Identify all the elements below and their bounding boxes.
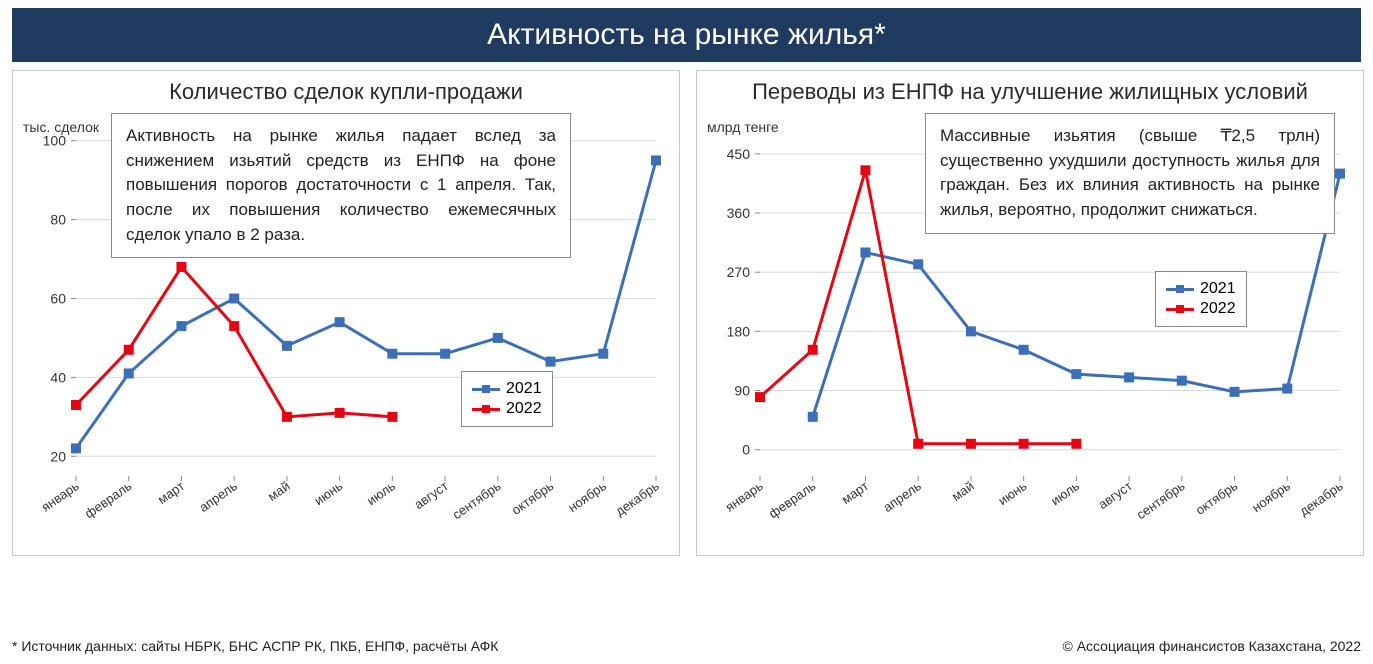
legend-label-2022: 2022 (506, 400, 542, 418)
chart-left-annotation: Активность на рынке жилья падает вслед з… (111, 113, 571, 258)
legend-swatch-2021 (472, 388, 500, 391)
svg-text:апрель: апрель (196, 478, 240, 515)
footer-copyright: © Ассоциация финансистов Казахстана, 202… (1062, 638, 1361, 654)
svg-text:август: август (1095, 478, 1135, 512)
svg-text:270: 270 (727, 264, 751, 280)
chart-left-title: Количество сделок купли-продажи (21, 79, 671, 105)
svg-text:ноябрь: ноябрь (1249, 478, 1293, 515)
chart-right-title: Переводы из ЕНПФ на улучшение жилищных у… (705, 79, 1355, 105)
footer-source: * Источник данных: сайты НБРК, БНС АСПР … (12, 638, 498, 654)
svg-text:декабрь: декабрь (613, 478, 662, 519)
legend-row-2022: 2022 (1166, 300, 1236, 318)
chart-left-legend: 2021 2022 (461, 371, 553, 427)
svg-text:100: 100 (43, 133, 67, 149)
chart-right-annotation: Массивные изьятия (свыше ₸2,5 трлн) суще… (925, 113, 1335, 234)
chart-panel-right: Переводы из ЕНПФ на улучшение жилищных у… (696, 70, 1364, 556)
legend-row-2022: 2022 (472, 400, 542, 418)
svg-text:март: март (839, 478, 871, 507)
svg-text:180: 180 (727, 323, 751, 339)
main-title: Активность на рынке жилья* (487, 18, 886, 51)
svg-text:сентябрь: сентябрь (450, 478, 504, 522)
svg-text:40: 40 (50, 369, 66, 385)
legend-label-2022: 2022 (1200, 300, 1236, 318)
svg-text:июль: июль (364, 478, 398, 508)
svg-text:ноябрь: ноябрь (565, 478, 609, 515)
svg-text:июнь: июнь (995, 478, 1029, 508)
svg-text:июнь: июнь (311, 478, 345, 508)
svg-text:80: 80 (50, 212, 66, 228)
svg-text:май: май (949, 478, 977, 504)
svg-text:май: май (265, 478, 293, 504)
svg-text:450: 450 (727, 146, 751, 162)
svg-text:90: 90 (734, 383, 750, 399)
svg-text:апрель: апрель (880, 478, 924, 515)
svg-text:март: март (155, 478, 187, 507)
chart-right-legend: 2021 2022 (1155, 271, 1247, 327)
svg-text:360: 360 (727, 205, 751, 221)
charts-row: Количество сделок купли-продажи тыс. сде… (0, 70, 1373, 556)
svg-text:январь: январь (723, 478, 766, 515)
svg-text:октябрь: октябрь (509, 478, 557, 518)
main-title-bar: Активность на рынке жилья* (12, 8, 1361, 62)
legend-label-2021: 2021 (1200, 280, 1236, 298)
svg-text:август: август (411, 478, 451, 512)
chart-panel-left: Количество сделок купли-продажи тыс. сде… (12, 70, 680, 556)
legend-row-2021: 2021 (1166, 280, 1236, 298)
legend-swatch-2021 (1166, 288, 1194, 291)
svg-text:январь: январь (39, 478, 82, 515)
legend-label-2021: 2021 (506, 380, 542, 398)
svg-text:февраль: февраль (82, 478, 135, 521)
chart-right-plotarea: 0 90 180 270 360 450 январьфевраль март апрель ма… (705, 111, 1355, 551)
svg-text:0: 0 (742, 442, 750, 458)
svg-text:октябрь: октябрь (1193, 478, 1241, 518)
svg-text:июль: июль (1048, 478, 1082, 508)
legend-row-2021: 2021 (472, 380, 542, 398)
svg-text:20: 20 (50, 448, 66, 464)
footer: * Источник данных: сайты НБРК, БНС АСПР … (12, 638, 1361, 654)
svg-text:сентябрь: сентябрь (1134, 478, 1188, 522)
svg-text:60: 60 (50, 291, 66, 307)
svg-text:февраль: февраль (766, 478, 819, 521)
legend-swatch-2022 (1166, 308, 1194, 311)
legend-swatch-2022 (472, 408, 500, 411)
chart-left-plotarea: 20 40 60 80 100 январьфевраль март апрель майиюн… (21, 111, 671, 551)
svg-text:декабрь: декабрь (1297, 478, 1346, 519)
